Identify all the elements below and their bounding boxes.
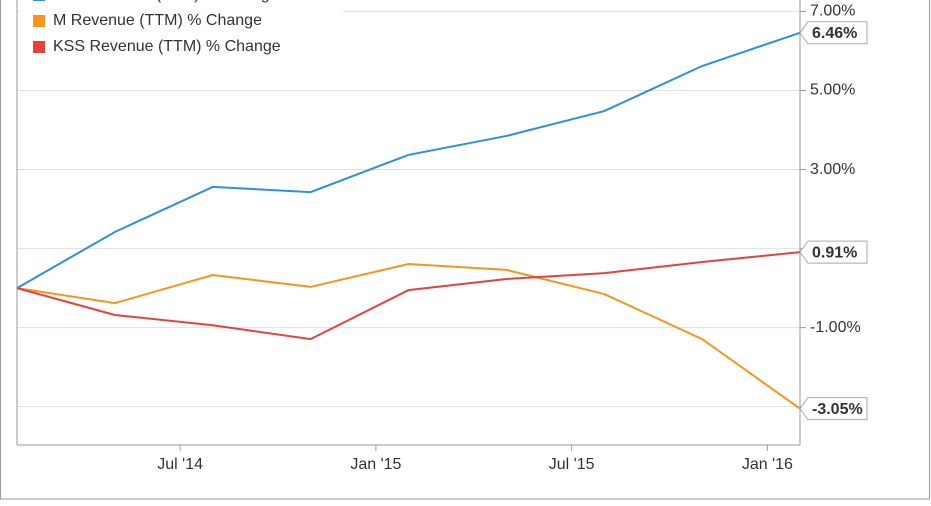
y-tick-label: 3.00% [810,161,855,178]
legend-swatch [33,15,45,27]
value-label: 0.91% [812,244,857,261]
series-line [16,262,801,410]
value-flag-box [799,21,868,45]
y-tick-label: 5.00% [810,82,855,99]
legend-label: KSS Revenue (TTM) % Change [53,38,281,55]
value-label: 6.46% [812,25,857,42]
value-flag-box [799,240,868,264]
value-label: -3.05% [812,401,863,418]
legend-swatch [33,0,45,1]
value-flag: 6.46% [799,21,868,45]
y-tick-label: -1.00% [810,319,861,336]
legend-label: M Revenue (TTM) % Change [53,12,262,29]
y-tick-label: 7.00% [810,3,855,20]
plot-area [17,0,800,445]
legend-swatch [33,41,45,53]
value-flag-box [799,397,868,421]
x-tick-label: Jul '15 [549,456,595,473]
value-flag: 0.91% [799,240,868,264]
legend-box [20,0,343,62]
series-line [16,31,801,289]
x-tick-label: Jan '16 [742,456,793,473]
legend: JCP Revenue (TTM) % Change M Revenue (TTM… [20,0,343,62]
value-flag: -3.05% [799,397,868,421]
x-tick-label: Jan '15 [350,456,401,473]
legend-label: JCP Revenue (TTM) % Change [53,0,279,3]
x-tick-label: Jul '14 [157,456,203,473]
series-line [16,251,801,341]
